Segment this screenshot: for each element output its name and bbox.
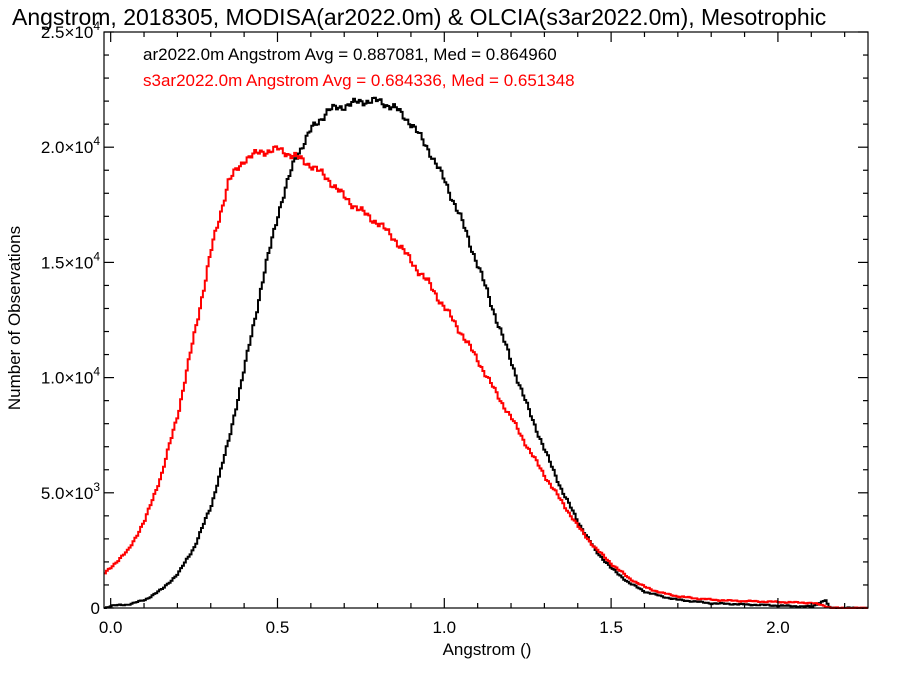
x-tick-label: 0.5 [266, 618, 290, 637]
legend-entry-s3ar2022.0m: s3ar2022.0m Angstrom Avg = 0.684336, Med… [143, 71, 575, 90]
chart-title: Angstrom, 2018305, MODISA(ar2022.0m) & O… [12, 4, 826, 30]
y-tick-label: 2.5×104 [41, 19, 100, 42]
series-line-s3ar2022.0m [104, 145, 868, 609]
y-tick-label: 1.0×104 [41, 365, 100, 388]
x-tick-label: 1.0 [432, 618, 456, 637]
x-tick-label: 1.5 [599, 618, 623, 637]
x-tick-label: 2.0 [766, 618, 790, 637]
y-tick-label: 0 [91, 599, 100, 618]
series-layer [104, 96, 868, 609]
legend: ar2022.0m Angstrom Avg = 0.887081, Med =… [143, 45, 575, 90]
y-tick-label: 1.5×104 [41, 249, 100, 272]
y-axis-label: Number of Observations [5, 226, 24, 410]
axis-ticks: 0.0 0.5 1.0 1.5 2.0 0 5.0×103 1.0×104 1.5×104 2.0… [41, 19, 868, 637]
y-tick-label: 2.0×104 [41, 134, 100, 157]
x-axis-label: Angstrom () [443, 640, 532, 659]
series-line-ar2022.0m [104, 96, 868, 609]
x-tick-label: 0.0 [99, 618, 123, 637]
y-tick-label: 5.0×103 [41, 480, 100, 503]
legend-entry-ar2022.0m: ar2022.0m Angstrom Avg = 0.887081, Med =… [143, 45, 557, 64]
plot-frame [103, 31, 869, 609]
